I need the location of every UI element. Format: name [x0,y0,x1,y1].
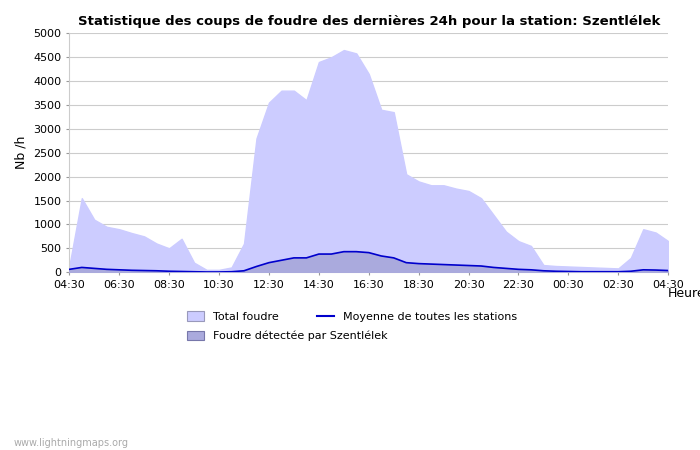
X-axis label: Heure: Heure [667,287,700,300]
Text: www.lightningmaps.org: www.lightningmaps.org [14,438,129,448]
Y-axis label: Nb /h: Nb /h [15,136,28,170]
Title: Statistique des coups de foudre des dernières 24h pour la station: Szentlélek: Statistique des coups de foudre des dern… [78,15,660,28]
Legend: Foudre détectée par Szentlélek: Foudre détectée par Szentlélek [183,326,392,346]
